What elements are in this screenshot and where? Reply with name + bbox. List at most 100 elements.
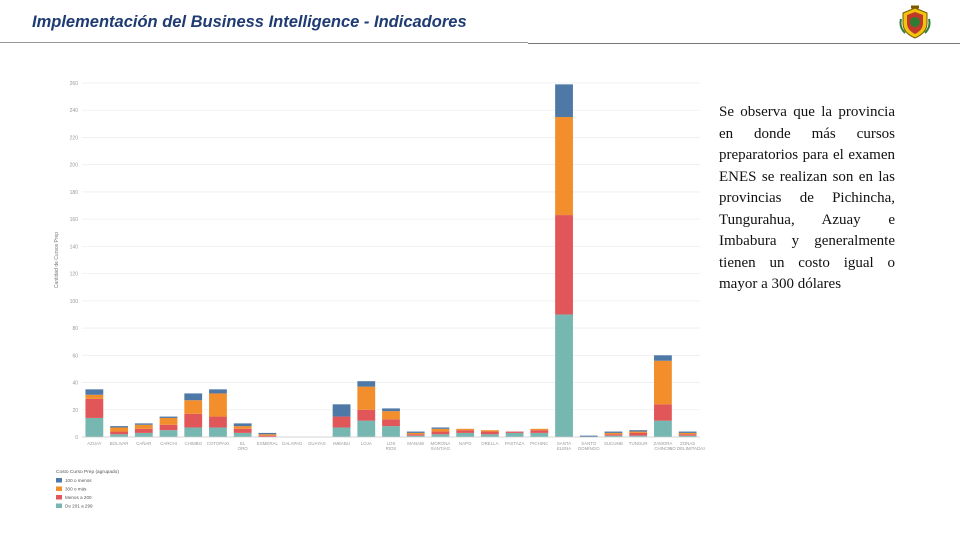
x-tick-label: NAPO <box>459 441 472 446</box>
bar-segment <box>654 360 672 405</box>
bar-segment <box>480 431 499 435</box>
x-tick-label: IMBABU <box>333 441 350 446</box>
bar-segment <box>382 426 400 437</box>
bar-segment <box>678 432 697 435</box>
legend-label: De 201 a 299 <box>65 504 93 509</box>
bar-segment <box>159 416 178 418</box>
bar-segment <box>332 427 351 437</box>
title-underline <box>0 42 528 43</box>
y-tick-label: 160 <box>70 217 79 223</box>
bar-segment <box>530 428 549 431</box>
bar-segment <box>678 434 697 436</box>
bar-segment <box>382 411 400 420</box>
x-tick-label: AZUAY <box>87 441 101 446</box>
bar-segment <box>209 389 227 394</box>
y-tick-label: 0 <box>75 435 78 441</box>
bar-segment <box>678 435 697 437</box>
bar-segment <box>406 434 425 436</box>
bar-segment <box>85 417 104 437</box>
x-tick-label: MORONA SANTIAG <box>431 441 451 451</box>
bar-segment <box>233 428 252 433</box>
bar-segment <box>233 423 252 427</box>
x-tick-label: SUCUMB <box>604 441 623 446</box>
bar-segment <box>209 393 227 417</box>
y-tick-label: 220 <box>70 135 79 141</box>
bar-segment <box>209 427 227 437</box>
bar-segment <box>678 431 697 433</box>
x-tick-label: TUNGUR <box>629 441 648 446</box>
bar-segment <box>431 427 450 429</box>
bar-segment <box>456 430 475 433</box>
y-axis-label: Cantidad de Cursos Prep <box>54 232 60 288</box>
x-tick-label: PICHINC <box>530 441 548 446</box>
x-tick-label: BOLIVAR <box>110 441 129 446</box>
x-tick-label: GALAPAG <box>282 441 303 446</box>
y-tick-label: 20 <box>72 408 78 414</box>
bar-segment <box>110 427 128 432</box>
bar-segment <box>629 430 648 432</box>
legend-label: Menos a 200 <box>65 495 92 500</box>
bar-segment <box>258 435 277 437</box>
bar-segment <box>456 432 475 437</box>
x-tick-label: ORELLA <box>481 441 498 446</box>
bar-segment <box>159 424 178 431</box>
bar-segment <box>530 432 549 437</box>
x-tick-label: EL ORO <box>238 441 249 451</box>
y-tick-label: 200 <box>70 163 79 169</box>
bar-segment <box>480 430 499 432</box>
bar-segment <box>110 426 128 428</box>
x-tick-label: LOJA <box>361 441 372 446</box>
bar-segment <box>604 431 623 433</box>
bar-segment <box>159 430 178 437</box>
bar-segment <box>110 434 128 437</box>
bar-segment <box>134 423 153 425</box>
bar-segment <box>184 413 203 428</box>
bar-segment <box>134 428 153 433</box>
observation-text: Se observa que la provincia en donde más… <box>719 104 895 292</box>
bar-segment <box>85 398 104 418</box>
x-tick-label: CARCHI <box>160 441 177 446</box>
y-tick-label: 100 <box>70 299 79 305</box>
x-tick-label: SANTA ELENA <box>557 441 571 451</box>
bar-segment <box>604 434 623 436</box>
bar-segment <box>505 431 524 433</box>
x-tick-label: LOS RIOS <box>386 441 397 451</box>
y-tick-label: 60 <box>72 353 78 359</box>
bar-segment <box>530 430 549 433</box>
bar-segment <box>629 431 648 433</box>
bar-segment <box>654 404 672 421</box>
bar-segment <box>258 434 277 436</box>
y-tick-label: 40 <box>72 381 78 387</box>
chart-canvas: Cantidad de Cursos Prep 0 20 40 60 80 100 120 14… <box>54 81 705 509</box>
legend-label: 100 o menos <box>65 478 92 483</box>
bar-segment <box>654 355 672 361</box>
y-tick-label: 120 <box>70 272 79 278</box>
bar-segment <box>332 416 351 428</box>
header-divider <box>528 43 960 44</box>
x-tick-label: GUAYAS <box>308 441 326 446</box>
y-tick-label: 140 <box>70 244 79 250</box>
bar-segment <box>431 428 450 432</box>
page-title: Implementación del Business Intelligence… <box>32 13 467 31</box>
legend-label: 300 o más <box>65 487 87 492</box>
bar-segment <box>159 417 178 425</box>
bar-segment <box>431 431 450 435</box>
y-tick-label: 80 <box>72 326 78 332</box>
bar-segment <box>431 434 450 437</box>
legend-swatch <box>56 495 62 500</box>
bar-segment <box>184 393 203 401</box>
bar-segment <box>456 428 475 431</box>
bar-segment <box>555 84 573 118</box>
y-tick-label: 180 <box>70 190 79 196</box>
x-tick-label: MANABI <box>407 441 424 446</box>
bar-segment <box>604 435 623 437</box>
x-tick-label: CAÑAR <box>136 441 151 446</box>
bar-segment <box>505 432 524 437</box>
bar-segment <box>555 117 573 216</box>
bar-segment <box>629 435 648 437</box>
bar-segment <box>110 431 128 435</box>
university-crest-icon <box>899 5 931 39</box>
bar-segment <box>332 404 351 417</box>
bar-segment <box>382 419 400 427</box>
bar-segment <box>85 394 104 399</box>
